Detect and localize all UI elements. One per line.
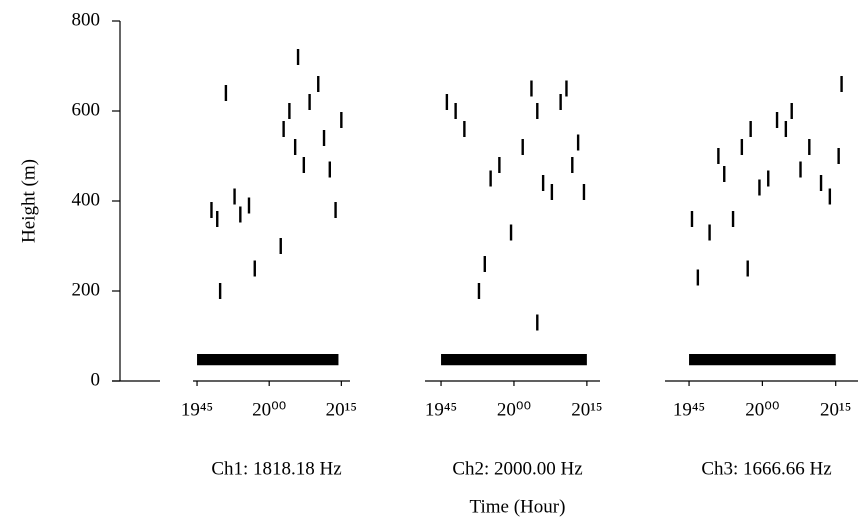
y-tick-label: 200 [72,279,101,300]
echo [550,184,554,200]
echo [775,112,779,128]
echo [536,103,539,119]
echo [509,224,513,241]
y-tick-label: 0 [91,369,101,390]
echo [723,166,726,182]
echo [224,85,228,101]
echo [696,269,700,286]
echo [296,49,300,65]
y-tick-label: 600 [72,99,101,120]
x-tick-label: 19⁴⁵ [673,399,705,420]
echo [233,188,236,205]
panel-title: Ch3: 1666.66 Hz [701,458,831,479]
echo [445,94,449,110]
echo [808,139,811,155]
echo [322,130,326,146]
echo [828,188,832,205]
x-tick-label: 20¹⁵ [820,399,851,420]
echo [477,283,481,299]
echo [340,112,343,128]
echo [521,139,524,155]
echo [746,260,749,277]
echo [799,161,802,178]
panel-title: Ch1: 1818.18 Hz [211,458,341,479]
echo [731,211,735,227]
echo [582,184,586,200]
x-axis-title: Time (Hour) [470,496,566,517]
echo [308,94,311,110]
echo [498,157,501,173]
echo [541,175,545,191]
x-tick-label: 19⁴⁵ [425,399,457,420]
echo [536,314,539,331]
echo [717,148,720,164]
echo [288,103,291,119]
echo [293,139,297,155]
echo [210,202,213,218]
echo [708,224,711,241]
echo [758,179,761,196]
echo [559,94,562,110]
y-tick-label: 400 [72,189,101,210]
echo [218,283,222,299]
y-axis-title: Height (m) [18,159,39,243]
echo [749,121,752,137]
echo [784,121,788,137]
echo [740,139,744,155]
echo [317,76,320,92]
echo [279,238,282,254]
echo [454,103,457,119]
echo [247,197,251,214]
echo [489,170,492,187]
echo [530,80,533,97]
echo [576,134,580,151]
ground-clutter [689,354,836,366]
echo [837,148,840,164]
echo [253,260,256,277]
x-tick-label: 20⁰⁰ [497,399,531,420]
echo [328,161,331,178]
echo [239,206,242,223]
echo [840,76,843,92]
echo [690,211,694,227]
x-tick-label: 20⁰⁰ [252,399,286,420]
echo [334,202,337,218]
echo [819,175,823,191]
echo [483,256,486,272]
ground-clutter [441,354,587,366]
x-tick-label: 19⁴⁵ [181,399,213,420]
y-tick-label: 800 [72,9,101,30]
echo [565,80,568,97]
echo [216,211,219,227]
echo [282,121,285,137]
echo [463,121,466,137]
x-tick-label: 20⁰⁰ [745,399,779,420]
echo [302,157,306,173]
echo [767,170,770,187]
echo [790,103,793,119]
x-tick-label: 20¹⁵ [326,399,357,420]
ground-clutter [197,354,339,366]
echo [571,157,574,173]
panel-title: Ch2: 2000.00 Hz [452,458,582,479]
x-tick-label: 20¹⁵ [571,399,602,420]
